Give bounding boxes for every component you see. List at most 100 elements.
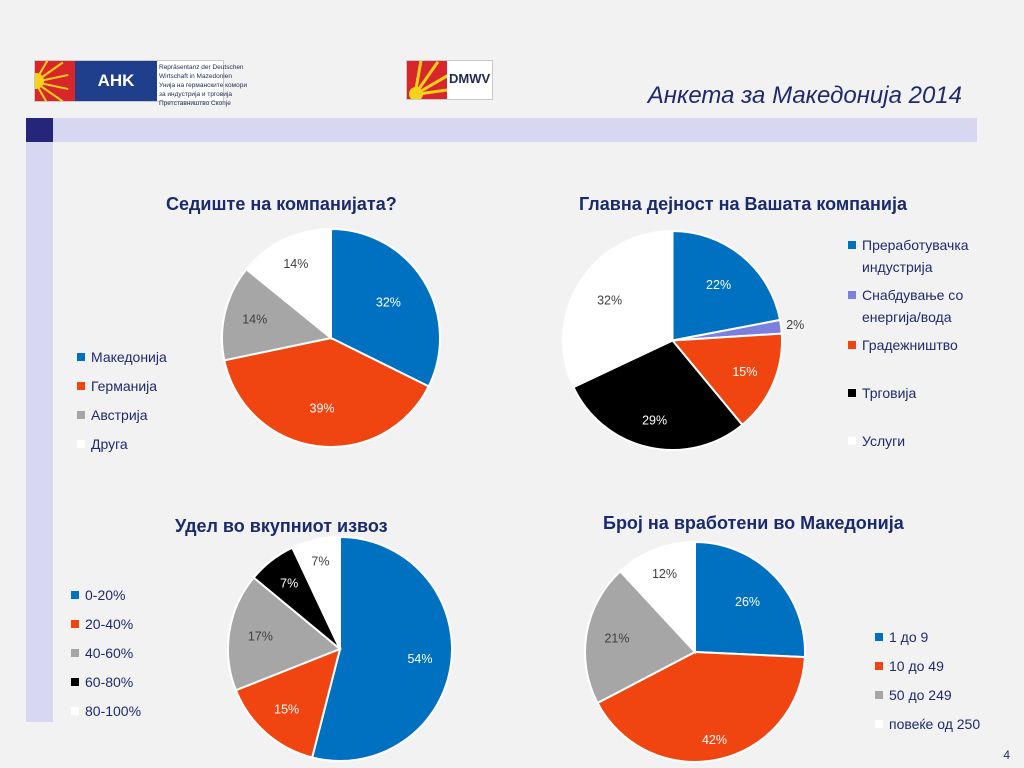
pie-data-label-1: 22%	[706, 278, 731, 292]
dmwv-logo-text: DMWV	[449, 71, 491, 86]
legend-label: Австрија	[91, 407, 148, 423]
pie-chart-export-share: 54% 15% 17% 7% 7%	[227, 535, 453, 762]
slide-title: Анкета за Македонија 2014	[647, 82, 962, 109]
legend-item: 50 до 249	[875, 684, 980, 713]
pie-data-label-4: 12%	[652, 567, 677, 581]
legend-label: Трговија	[862, 385, 917, 401]
pie-data-label-3: 17%	[248, 629, 273, 643]
legend-swatch	[875, 720, 883, 728]
pie-data-label-5: 32%	[597, 294, 622, 308]
legend-item: Услуги	[848, 430, 988, 478]
chart-title-headquarters: Седиште на компанијата?	[166, 194, 397, 214]
legend-swatch	[848, 341, 856, 349]
pie-slice-1	[671, 229, 782, 342]
legend-swatch	[71, 591, 79, 599]
legend-swatch	[71, 620, 79, 628]
legend-swatch	[77, 411, 85, 419]
legend-item: Снабдување со енергија/вода	[848, 284, 988, 334]
pie-data-label-1: 32%	[376, 295, 401, 309]
legend-swatch	[848, 437, 856, 445]
pie-slice-2	[234, 647, 342, 759]
legend-swatch	[875, 662, 883, 670]
pie-slice-1	[330, 227, 441, 388]
header-band-accent	[26, 118, 53, 142]
legend-label: 10 до 49	[889, 658, 944, 674]
pie-data-label-1: 54%	[407, 652, 432, 666]
legend-item: 1 до 9	[875, 626, 980, 655]
header-band	[26, 118, 977, 142]
legend-item: Македонија	[77, 346, 167, 375]
pie-slice-4	[618, 540, 696, 655]
legend-swatch	[875, 633, 883, 641]
pie-data-label-2: 39%	[310, 401, 335, 415]
pie-data-label-2: 42%	[702, 733, 727, 747]
pie-slice-3	[221, 267, 334, 362]
legend-swatch	[77, 353, 85, 361]
chart-title-main-activity: Главна дејност на Вашата компанија	[579, 194, 908, 214]
legend-label: Германија	[91, 378, 158, 394]
pie-slice-5	[562, 229, 674, 389]
pie-data-label-1: 26%	[735, 595, 760, 609]
legend-export-share: 0-20% 20-40% 40-60% 60-80% 80-100%	[71, 584, 141, 729]
ahk-logo-mark: AHK	[75, 61, 157, 101]
pie-slice-1	[694, 540, 806, 659]
legend-label: 80-100%	[85, 703, 142, 719]
legend-item: 10 до 49	[875, 655, 980, 684]
legend-label: Снабдување со енергија/вода	[862, 287, 964, 325]
legend-main-activity: Преработувачка индустрија Снабдување со е…	[848, 234, 988, 478]
legend-label: 20-40%	[85, 616, 134, 632]
pie-data-label-5: 7%	[311, 555, 329, 569]
pie-data-label-2: 15%	[274, 702, 299, 716]
pie-slice-3	[584, 569, 697, 705]
legend-item: Преработувачка индустрија	[848, 234, 988, 284]
legend-label: 1 до 9	[889, 629, 929, 645]
pie-slice-3	[227, 576, 342, 692]
legend-item: 20-40%	[71, 613, 141, 642]
chart-title-employees: Број на вработени во Македонија	[603, 513, 904, 533]
chart-title-export-share: Удел во вкупниот извоз	[175, 516, 388, 536]
legend-swatch	[848, 291, 856, 299]
legend-item: 40-60%	[71, 642, 141, 671]
legend-item: 80-100%	[71, 700, 141, 729]
legend-swatch	[71, 649, 79, 657]
side-band	[26, 142, 53, 722]
pie-data-label-3: 14%	[242, 312, 267, 326]
legend-item: Друга	[77, 433, 167, 462]
pie-slice-2	[596, 650, 806, 763]
legend-swatch	[71, 707, 79, 715]
pie-chart-main-activity: 22% 2% 15% 29% 32%	[562, 229, 804, 451]
legend-label: Преработувачка индустрија	[862, 237, 969, 275]
macedonia-sun-icon	[407, 61, 447, 99]
legend-item: Градежништво	[848, 334, 988, 382]
legend-item: Германија	[77, 375, 167, 404]
pie-chart-employees: 26% 42% 21% 12%	[584, 540, 806, 763]
pie-data-label-4: 7%	[280, 577, 298, 591]
pie-slice-3	[670, 332, 783, 427]
pie-slice-1	[310, 535, 453, 762]
page-number: 4	[1003, 748, 1010, 762]
legend-label: Градежништво	[862, 337, 958, 353]
pie-chart-headquarters: 32% 39% 14% 14%	[221, 227, 441, 448]
legend-item: 60-80%	[71, 671, 141, 700]
pie-data-label-3: 21%	[604, 632, 629, 646]
legend-employees: 1 до 9 10 до 49 50 до 249 повеќе од 250	[875, 626, 980, 742]
pie-data-label-2: 2%	[786, 318, 804, 332]
legend-item: Трговија	[848, 382, 988, 430]
legend-label: Друга	[91, 436, 128, 452]
ahk-logo: AHK Repräsentanz der Deutschen Wirtschaf…	[34, 60, 247, 107]
pie-data-label-3: 15%	[732, 365, 757, 379]
legend-label: Македонија	[91, 349, 167, 365]
legend-swatch	[848, 389, 856, 397]
legend-swatch	[848, 241, 856, 249]
legend-label: 60-80%	[85, 674, 134, 690]
legend-label: повеќе од 250	[889, 716, 981, 732]
pie-data-label-4: 29%	[642, 414, 667, 428]
legend-swatch	[71, 678, 79, 686]
legend-label: 40-60%	[85, 645, 134, 661]
legend-swatch	[77, 440, 85, 448]
legend-label: 0-20%	[85, 587, 126, 603]
pie-slice-5	[290, 535, 341, 650]
macedonia-sun-icon	[35, 61, 75, 101]
pie-slice-2	[223, 336, 431, 448]
legend-swatch	[77, 382, 85, 390]
